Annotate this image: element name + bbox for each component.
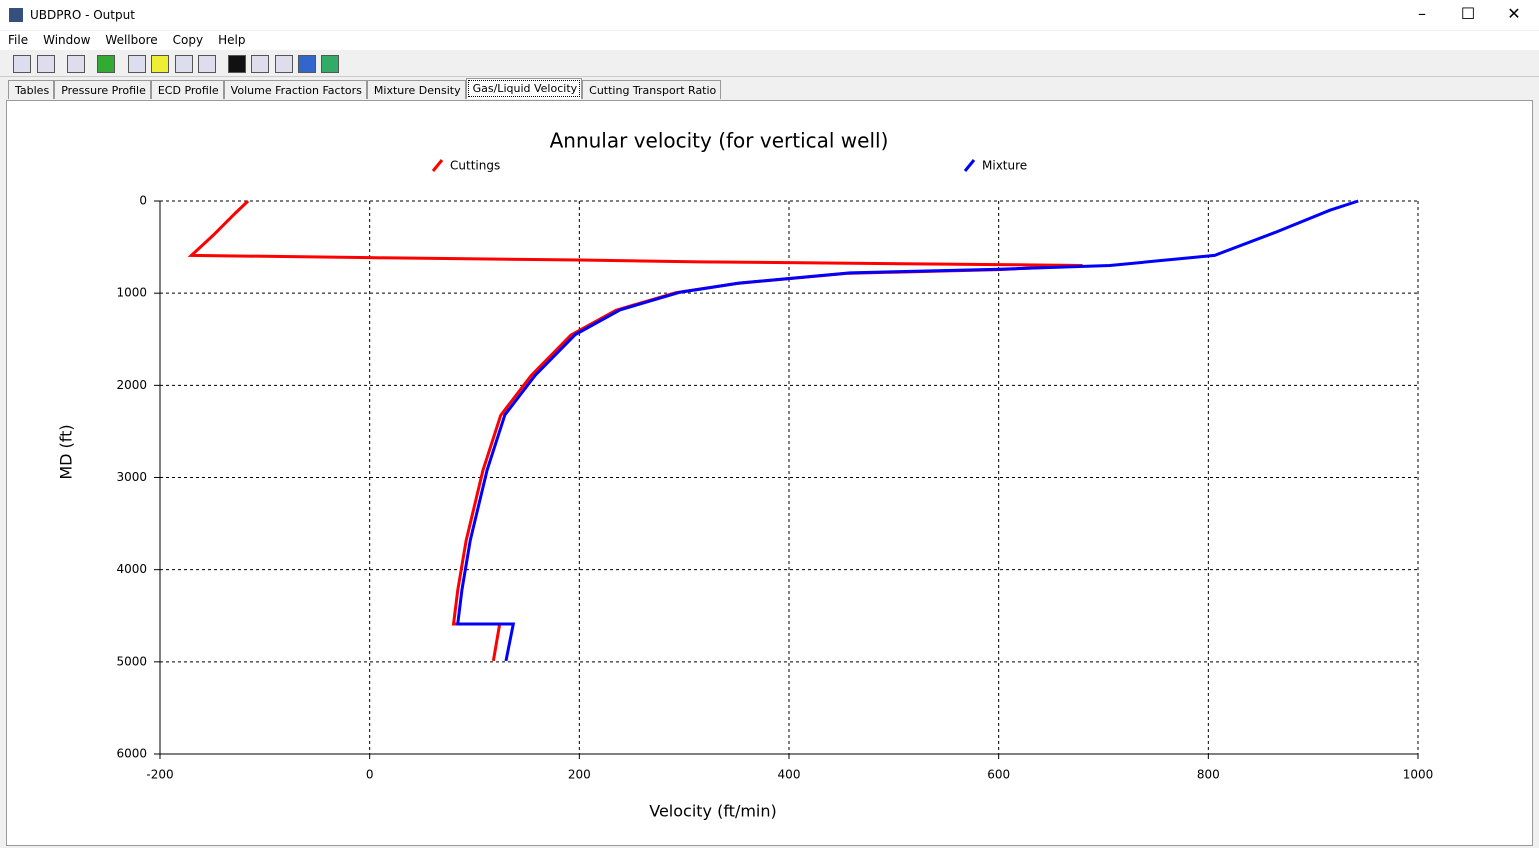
minimize-button[interactable]: – (1418, 4, 1426, 23)
close-button[interactable]: ✕ (1507, 4, 1521, 23)
tool-button[interactable] (67, 55, 85, 73)
data-line (456, 199, 1359, 662)
tool-button[interactable] (275, 55, 293, 73)
x-tick-label: 600 (987, 768, 1010, 782)
chart-panel (6, 100, 1533, 846)
tool-button[interactable] (128, 55, 146, 73)
menu-item[interactable]: File (8, 33, 29, 47)
menu-bar: File Window Wellbore Copy Help (0, 31, 1539, 50)
y-tick-label: 3000 (116, 470, 147, 484)
y-tick-label: 5000 (116, 654, 147, 668)
x-tick-label: 1000 (1403, 768, 1434, 782)
toolbar (0, 51, 1539, 77)
x-tick-label: 0 (366, 768, 374, 782)
tool-button[interactable] (37, 55, 55, 73)
title-bar: UBDPRO - Output – ☐ ✕ (0, 0, 1539, 30)
tab-strip: Tables Pressure Profile ECD Profile Volume … (8, 78, 722, 99)
x-tick-label: 200 (568, 768, 591, 782)
y-tick-label: 4000 (116, 562, 147, 576)
tool-button[interactable] (198, 55, 216, 73)
tool-button[interactable] (298, 55, 316, 73)
tab[interactable]: Tables (8, 80, 55, 99)
x-tick-label: -200 (146, 768, 173, 782)
tool-button[interactable] (228, 55, 246, 73)
tool-button[interactable] (97, 55, 115, 73)
tool-button[interactable] (321, 55, 339, 73)
x-axis-label: Velocity (ft/min) (649, 802, 777, 821)
app-icon (9, 8, 23, 22)
y-tick-label: 0 (139, 194, 147, 208)
tab[interactable]: Pressure Profile (54, 80, 151, 99)
y-tick-label: 1000 (116, 286, 147, 300)
tab[interactable]: Gas/Liquid Velocity (465, 78, 583, 99)
maximize-button[interactable]: ☐ (1460, 4, 1476, 23)
legend-swatch (963, 159, 976, 172)
tool-button[interactable] (175, 55, 193, 73)
legend-label: Mixture (982, 159, 1027, 173)
menu-item[interactable]: Wellbore (105, 33, 158, 47)
x-tick-label: 400 (778, 768, 801, 782)
menu-item[interactable]: Copy (172, 33, 204, 47)
tool-button[interactable] (13, 55, 31, 73)
menu-item[interactable]: Window (43, 33, 91, 47)
tab[interactable]: ECD Profile (150, 80, 224, 99)
window-title: UBDPRO - Output (30, 8, 135, 22)
legend-swatch (431, 159, 444, 172)
y-axis-label: MD (ft) (57, 424, 76, 479)
chart-title: Annular velocity (for vertical well) (550, 129, 889, 153)
y-tick-label: 6000 (116, 747, 147, 761)
y-tick-label: 2000 (116, 378, 147, 392)
tool-button[interactable] (251, 55, 269, 73)
tab[interactable]: Cutting Transport Ratio (582, 80, 722, 99)
menu-item[interactable]: Help (218, 33, 246, 47)
tool-button[interactable] (151, 55, 169, 73)
x-tick-label: 800 (1197, 768, 1220, 782)
tab[interactable]: Mixture Density (366, 80, 466, 99)
legend-label: Cuttings (450, 159, 500, 173)
tab[interactable]: Volume Fraction Factors (223, 80, 367, 99)
